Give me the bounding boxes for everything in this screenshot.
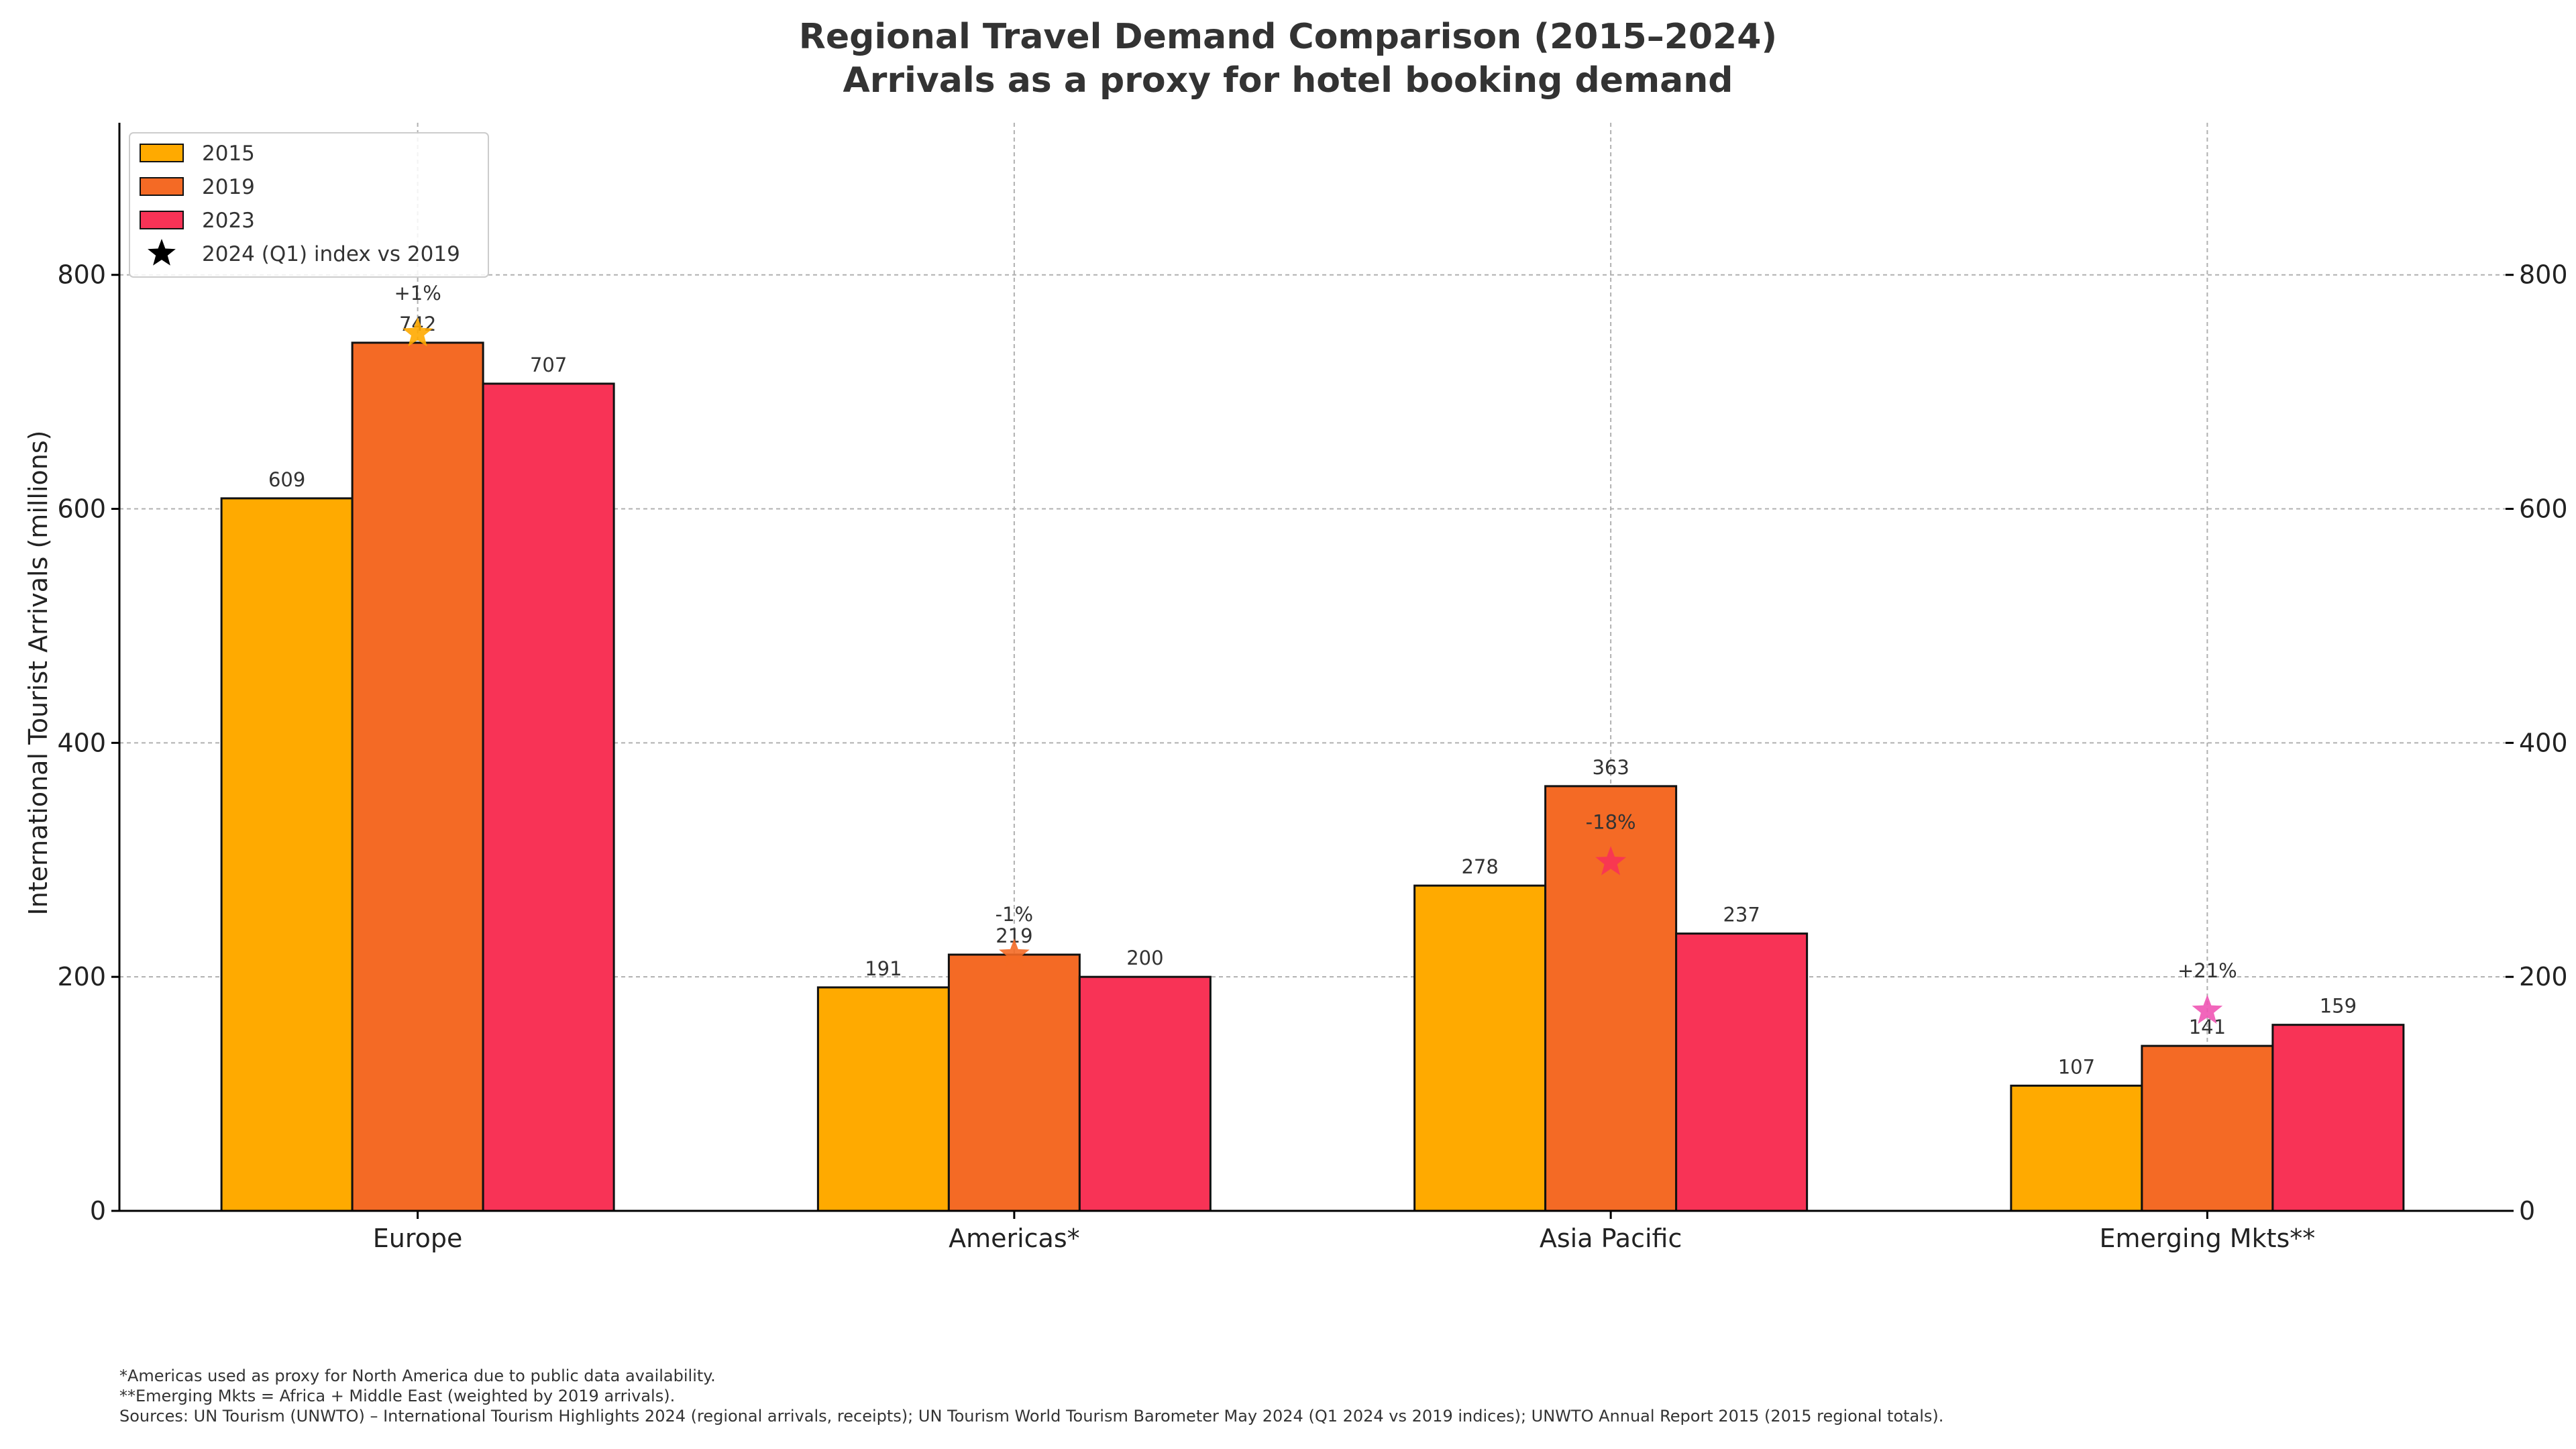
bar-value-label: 107 — [2058, 1055, 2095, 1078]
labels-layer: 609191278107742219363141707200237159+1%-… — [268, 282, 2357, 1078]
q1-2024-index-label: +1% — [394, 282, 441, 305]
bar-value-label: 191 — [865, 957, 902, 980]
y-tick-label-left: 400 — [57, 728, 106, 757]
y-tick-label-left: 800 — [57, 260, 106, 290]
bar-2015-2 — [1413, 884, 1547, 1212]
y-tick-label-right: 400 — [2519, 728, 2568, 757]
legend-label: 2015 — [202, 142, 255, 166]
bar-2023-1 — [1078, 975, 1212, 1212]
q1-2024-index-marker — [402, 317, 433, 347]
x-tick-label: Asia Pacific — [1540, 1224, 1682, 1253]
y-tick-label-right: 600 — [2519, 494, 2568, 524]
bar-2023-2 — [1675, 932, 1809, 1212]
q1-2024-index-marker — [2192, 994, 2223, 1024]
q1-2024-index-label: -18% — [1586, 810, 1636, 833]
y-tick-label-right: 200 — [2519, 962, 2568, 991]
legend: 2015 2019 2023 2024 (Q1) index vs 2019 — [129, 132, 489, 278]
chart-title-group: Regional Travel Demand Comparison (2015–… — [799, 17, 1777, 101]
bar-2019-3 — [2141, 1044, 2274, 1212]
bar-value-label: 363 — [1592, 756, 1629, 779]
legend-label: 2019 — [202, 175, 255, 199]
x-tick-label: Americas* — [949, 1224, 1080, 1253]
bar-value-label: 159 — [2320, 995, 2357, 1018]
y-tick-label-right: 0 — [2519, 1196, 2535, 1226]
bar-2015-3 — [2010, 1084, 2143, 1212]
bar-2015-0 — [220, 497, 354, 1212]
bar-2019-0 — [351, 341, 484, 1212]
legend-swatch-2023 — [140, 211, 184, 229]
bar-value-label: 278 — [1461, 855, 1498, 878]
bar-2019-1 — [947, 953, 1081, 1212]
y-tick-label-right: 800 — [2519, 260, 2568, 290]
bars-layer — [220, 341, 2405, 1212]
q1-2024-index-marker — [1595, 846, 1626, 875]
x-tick-label: Europe — [373, 1224, 463, 1253]
footnote-americas: *Americas used as proxy for North Americ… — [119, 1366, 716, 1385]
footnote-sources: Sources: UN Tourism (UNWTO) – Internatio… — [119, 1407, 1944, 1426]
y-tick-label-left: 0 — [90, 1196, 106, 1226]
bar-value-label: 141 — [2189, 1016, 2226, 1038]
legend-swatch-2019 — [140, 177, 184, 196]
bar-value-label: 707 — [530, 354, 567, 376]
legend-label: 2023 — [202, 209, 255, 233]
bar-value-label: 200 — [1126, 947, 1163, 969]
legend-swatch-2015 — [140, 144, 184, 162]
bar-2023-0 — [482, 382, 615, 1212]
bar-value-label: 609 — [268, 468, 305, 491]
legend-star-icon — [148, 239, 176, 266]
q1-2024-index-marker — [999, 938, 1030, 968]
axes-layer: 0 200 400 600 800 0 200 400 600 800 Europe Americas… — [57, 123, 2568, 1253]
q1-2024-index-label: -1% — [996, 903, 1033, 926]
footnote-emerging: **Emerging Mkts = Africa + Middle East (… — [119, 1387, 676, 1405]
chart-subtitle: Arrivals as a proxy for hotel booking de… — [843, 60, 1733, 101]
chart-title: Regional Travel Demand Comparison (2015–… — [799, 17, 1777, 57]
grid-layer — [119, 123, 2506, 1211]
legend-box — [129, 132, 489, 278]
bar-value-label: 237 — [1723, 904, 1760, 926]
bar-2015-1 — [816, 986, 950, 1212]
y-tick-label-left: 600 — [57, 494, 106, 524]
q1-2024-index-label: +21% — [2178, 959, 2237, 982]
y-axis-title: International Tourist Arrivals (millions… — [23, 430, 53, 915]
bar-2023-3 — [2271, 1024, 2405, 1212]
legend-label: 2024 (Q1) index vs 2019 — [202, 242, 460, 266]
x-tick-label: Emerging Mkts** — [2099, 1224, 2315, 1253]
y-tick-label-left: 200 — [57, 962, 106, 991]
